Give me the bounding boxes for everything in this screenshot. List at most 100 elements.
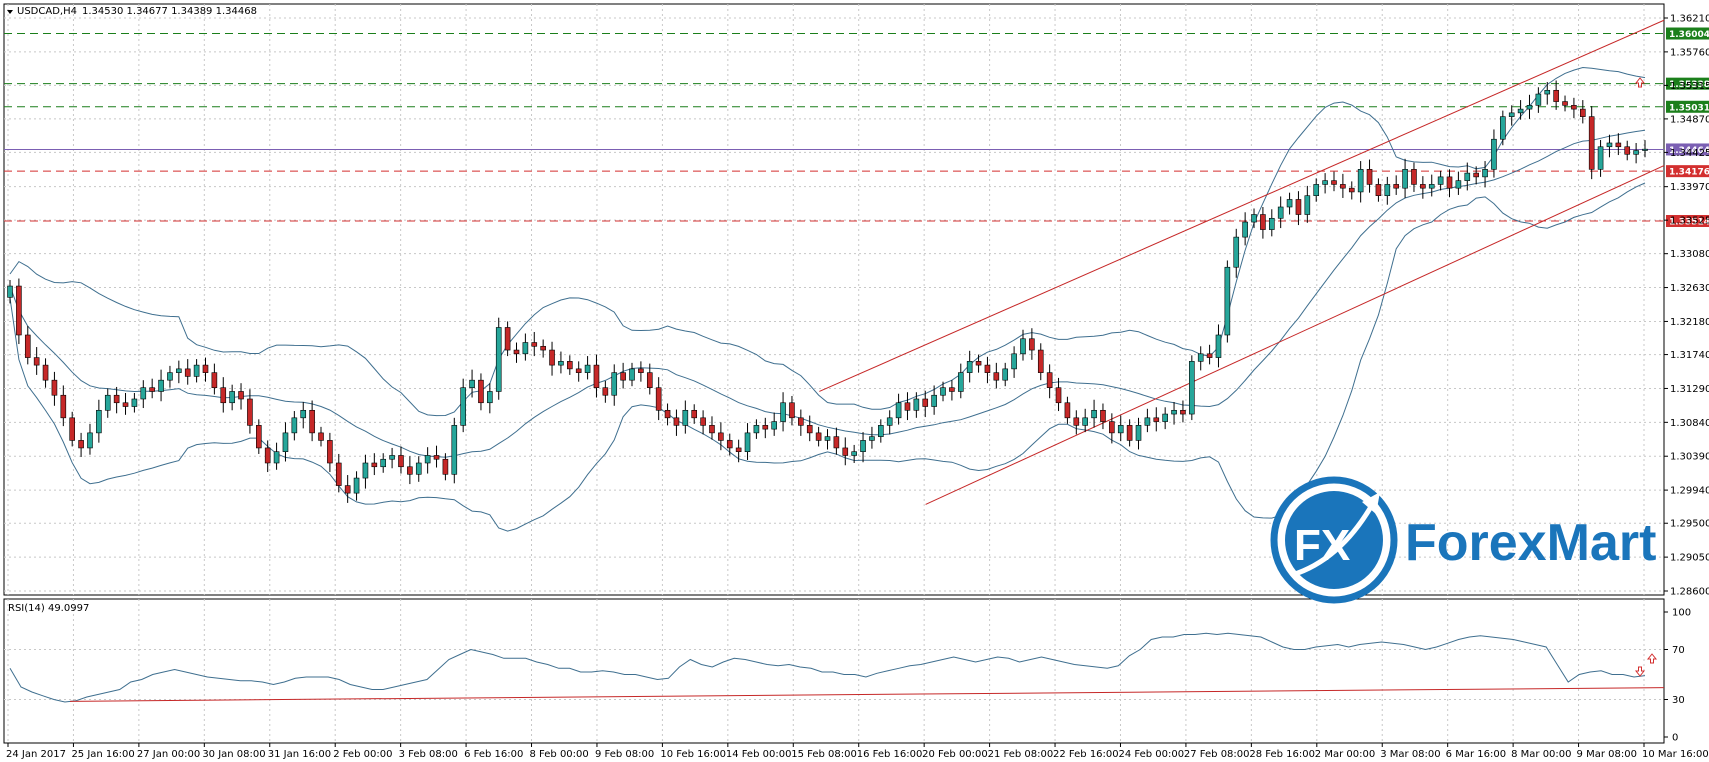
candles bbox=[7, 80, 1648, 503]
candle-body bbox=[531, 342, 538, 347]
x-tick-label: 8 Mar 00:00 bbox=[1511, 749, 1571, 760]
candle-body bbox=[256, 425, 262, 449]
candle-body bbox=[1046, 372, 1053, 389]
candle-body bbox=[1268, 217, 1275, 230]
candle-body bbox=[700, 417, 706, 426]
candle-body bbox=[327, 440, 333, 464]
candle-body bbox=[96, 409, 102, 434]
x-tick-label: 10 Feb 16:00 bbox=[660, 749, 726, 760]
candle-body bbox=[913, 398, 920, 411]
candle-body bbox=[282, 432, 289, 453]
candle-body bbox=[904, 402, 911, 411]
candle-body bbox=[1553, 89, 1559, 102]
logo-arrowhead-icon bbox=[1362, 492, 1380, 514]
candle-body bbox=[753, 425, 760, 434]
arrow-down-icon bbox=[1634, 666, 1646, 677]
rsi-line bbox=[9, 632, 1646, 703]
candle-body bbox=[247, 398, 253, 426]
candle-body bbox=[1428, 184, 1435, 189]
x-tick-label: 24 Feb 00:00 bbox=[1118, 749, 1184, 760]
candle-body bbox=[957, 372, 964, 392]
x-tick-label: 8 Feb 00:00 bbox=[530, 749, 589, 760]
price-channel bbox=[819, 19, 1665, 505]
candle-body bbox=[1064, 402, 1071, 419]
candle-body bbox=[593, 364, 600, 389]
candle-body bbox=[1642, 148, 1648, 151]
candle-body bbox=[895, 402, 902, 419]
candle-body bbox=[940, 387, 946, 396]
candle-body bbox=[1100, 409, 1106, 422]
bollinger-line bbox=[9, 182, 1646, 532]
x-tick-label: 14 Feb 00:00 bbox=[726, 749, 792, 760]
candle-body bbox=[24, 334, 31, 358]
candle-body bbox=[60, 394, 67, 419]
candle-body bbox=[1411, 169, 1417, 185]
candle-body bbox=[806, 425, 813, 434]
candle-body bbox=[184, 368, 191, 377]
y-tick-label: 1.29050 bbox=[1670, 553, 1709, 564]
main-grid bbox=[4, 4, 1664, 595]
rsi-axis: 100 70 30 0 bbox=[1664, 608, 1691, 744]
y-tick-label: 1.35760 bbox=[1670, 47, 1709, 58]
candle-body bbox=[78, 440, 84, 449]
rsi-label: RSI(14) 49.0997 bbox=[8, 603, 89, 614]
candle-body bbox=[1171, 409, 1177, 415]
candle-body bbox=[1473, 172, 1479, 178]
level-badge-label: 1.34464 bbox=[1669, 146, 1709, 156]
arrow-up-icon bbox=[1646, 653, 1658, 664]
arrow-up-icon bbox=[1634, 77, 1646, 88]
candle-body bbox=[1091, 409, 1097, 419]
candle-body bbox=[869, 436, 875, 441]
candle-body bbox=[362, 462, 369, 479]
candle-body bbox=[113, 394, 120, 404]
x-tick-label: 2 Feb 00:00 bbox=[333, 749, 392, 760]
candle-body bbox=[540, 345, 546, 351]
candle-body bbox=[1517, 108, 1524, 114]
candle-body bbox=[1366, 169, 1373, 185]
y-tick-label: 1.29500 bbox=[1670, 519, 1709, 530]
candle-body bbox=[726, 440, 733, 449]
candle-body bbox=[415, 462, 422, 475]
candle-body bbox=[1180, 409, 1186, 415]
level-badge-label: 1.36004 bbox=[1669, 30, 1709, 40]
triangle-down-icon[interactable] bbox=[7, 10, 13, 14]
logo-wordmark: ForexMart bbox=[1405, 514, 1656, 572]
candle-body bbox=[1624, 146, 1631, 155]
candle-body bbox=[949, 387, 955, 392]
y-tick-label: 1.30390 bbox=[1670, 452, 1709, 463]
candle-body bbox=[1189, 361, 1195, 415]
level-badge-label: 1.35338 bbox=[1669, 80, 1709, 90]
candle-body bbox=[344, 485, 351, 494]
candle-body bbox=[1606, 142, 1613, 148]
candle-body bbox=[718, 432, 724, 441]
candle-body bbox=[1295, 199, 1302, 215]
level-badge bbox=[1666, 100, 1709, 113]
candle-body bbox=[1126, 425, 1133, 441]
candle-body bbox=[1002, 368, 1009, 381]
candle-body bbox=[771, 421, 777, 430]
channel-upper bbox=[819, 19, 1665, 392]
candle-body bbox=[842, 447, 849, 456]
level-badge bbox=[1666, 27, 1709, 40]
candle-body bbox=[51, 379, 58, 396]
candle-body bbox=[273, 451, 280, 464]
candle-body bbox=[664, 409, 671, 419]
symbol-label: USDCAD,H4 bbox=[17, 6, 77, 17]
candle-body bbox=[229, 391, 235, 404]
level-badge bbox=[1666, 143, 1709, 156]
candle-body bbox=[1313, 184, 1320, 196]
bollinger-line bbox=[9, 129, 1646, 458]
x-tick-label: 15 Feb 08:00 bbox=[791, 749, 857, 760]
channel-lower bbox=[925, 165, 1665, 505]
candle-body bbox=[602, 387, 609, 396]
candle-body bbox=[1562, 101, 1568, 106]
x-tick-label: 2 Mar 00:00 bbox=[1315, 749, 1375, 760]
y-tick-label: 1.35315 bbox=[1670, 81, 1709, 92]
y-tick-label: 1.33970 bbox=[1670, 182, 1709, 193]
y-tick-label: 1.31290 bbox=[1670, 384, 1709, 395]
candle-body bbox=[1206, 353, 1213, 358]
candle-body bbox=[1233, 236, 1240, 268]
candle-body bbox=[824, 436, 831, 441]
candle-body bbox=[176, 368, 182, 373]
candle-body bbox=[886, 417, 893, 426]
